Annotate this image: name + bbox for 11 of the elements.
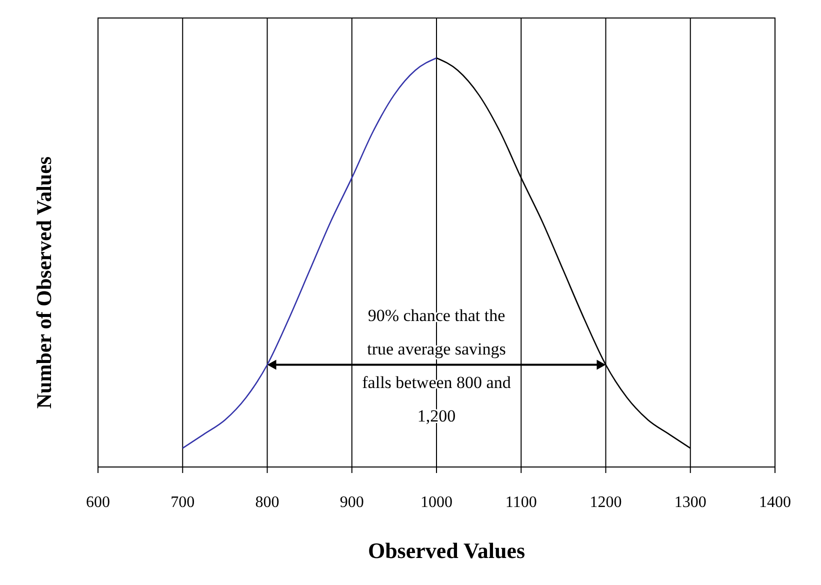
x-tick-label: 600 [86, 494, 110, 511]
x-tick-label: 1000 [420, 494, 452, 511]
x-tick-label: 1300 [674, 494, 706, 511]
y-axis-title: Number of Observed Values [32, 156, 56, 409]
x-tick-label: 900 [340, 494, 364, 511]
x-tick-label: 1400 [759, 494, 791, 511]
x-tick-label: 700 [170, 494, 195, 511]
x-tick-label: 1100 [505, 494, 537, 511]
x-tick-label: 1200 [590, 494, 622, 511]
x-tick-label: 800 [255, 494, 280, 511]
x-axis-title: Observed Values [368, 538, 526, 563]
